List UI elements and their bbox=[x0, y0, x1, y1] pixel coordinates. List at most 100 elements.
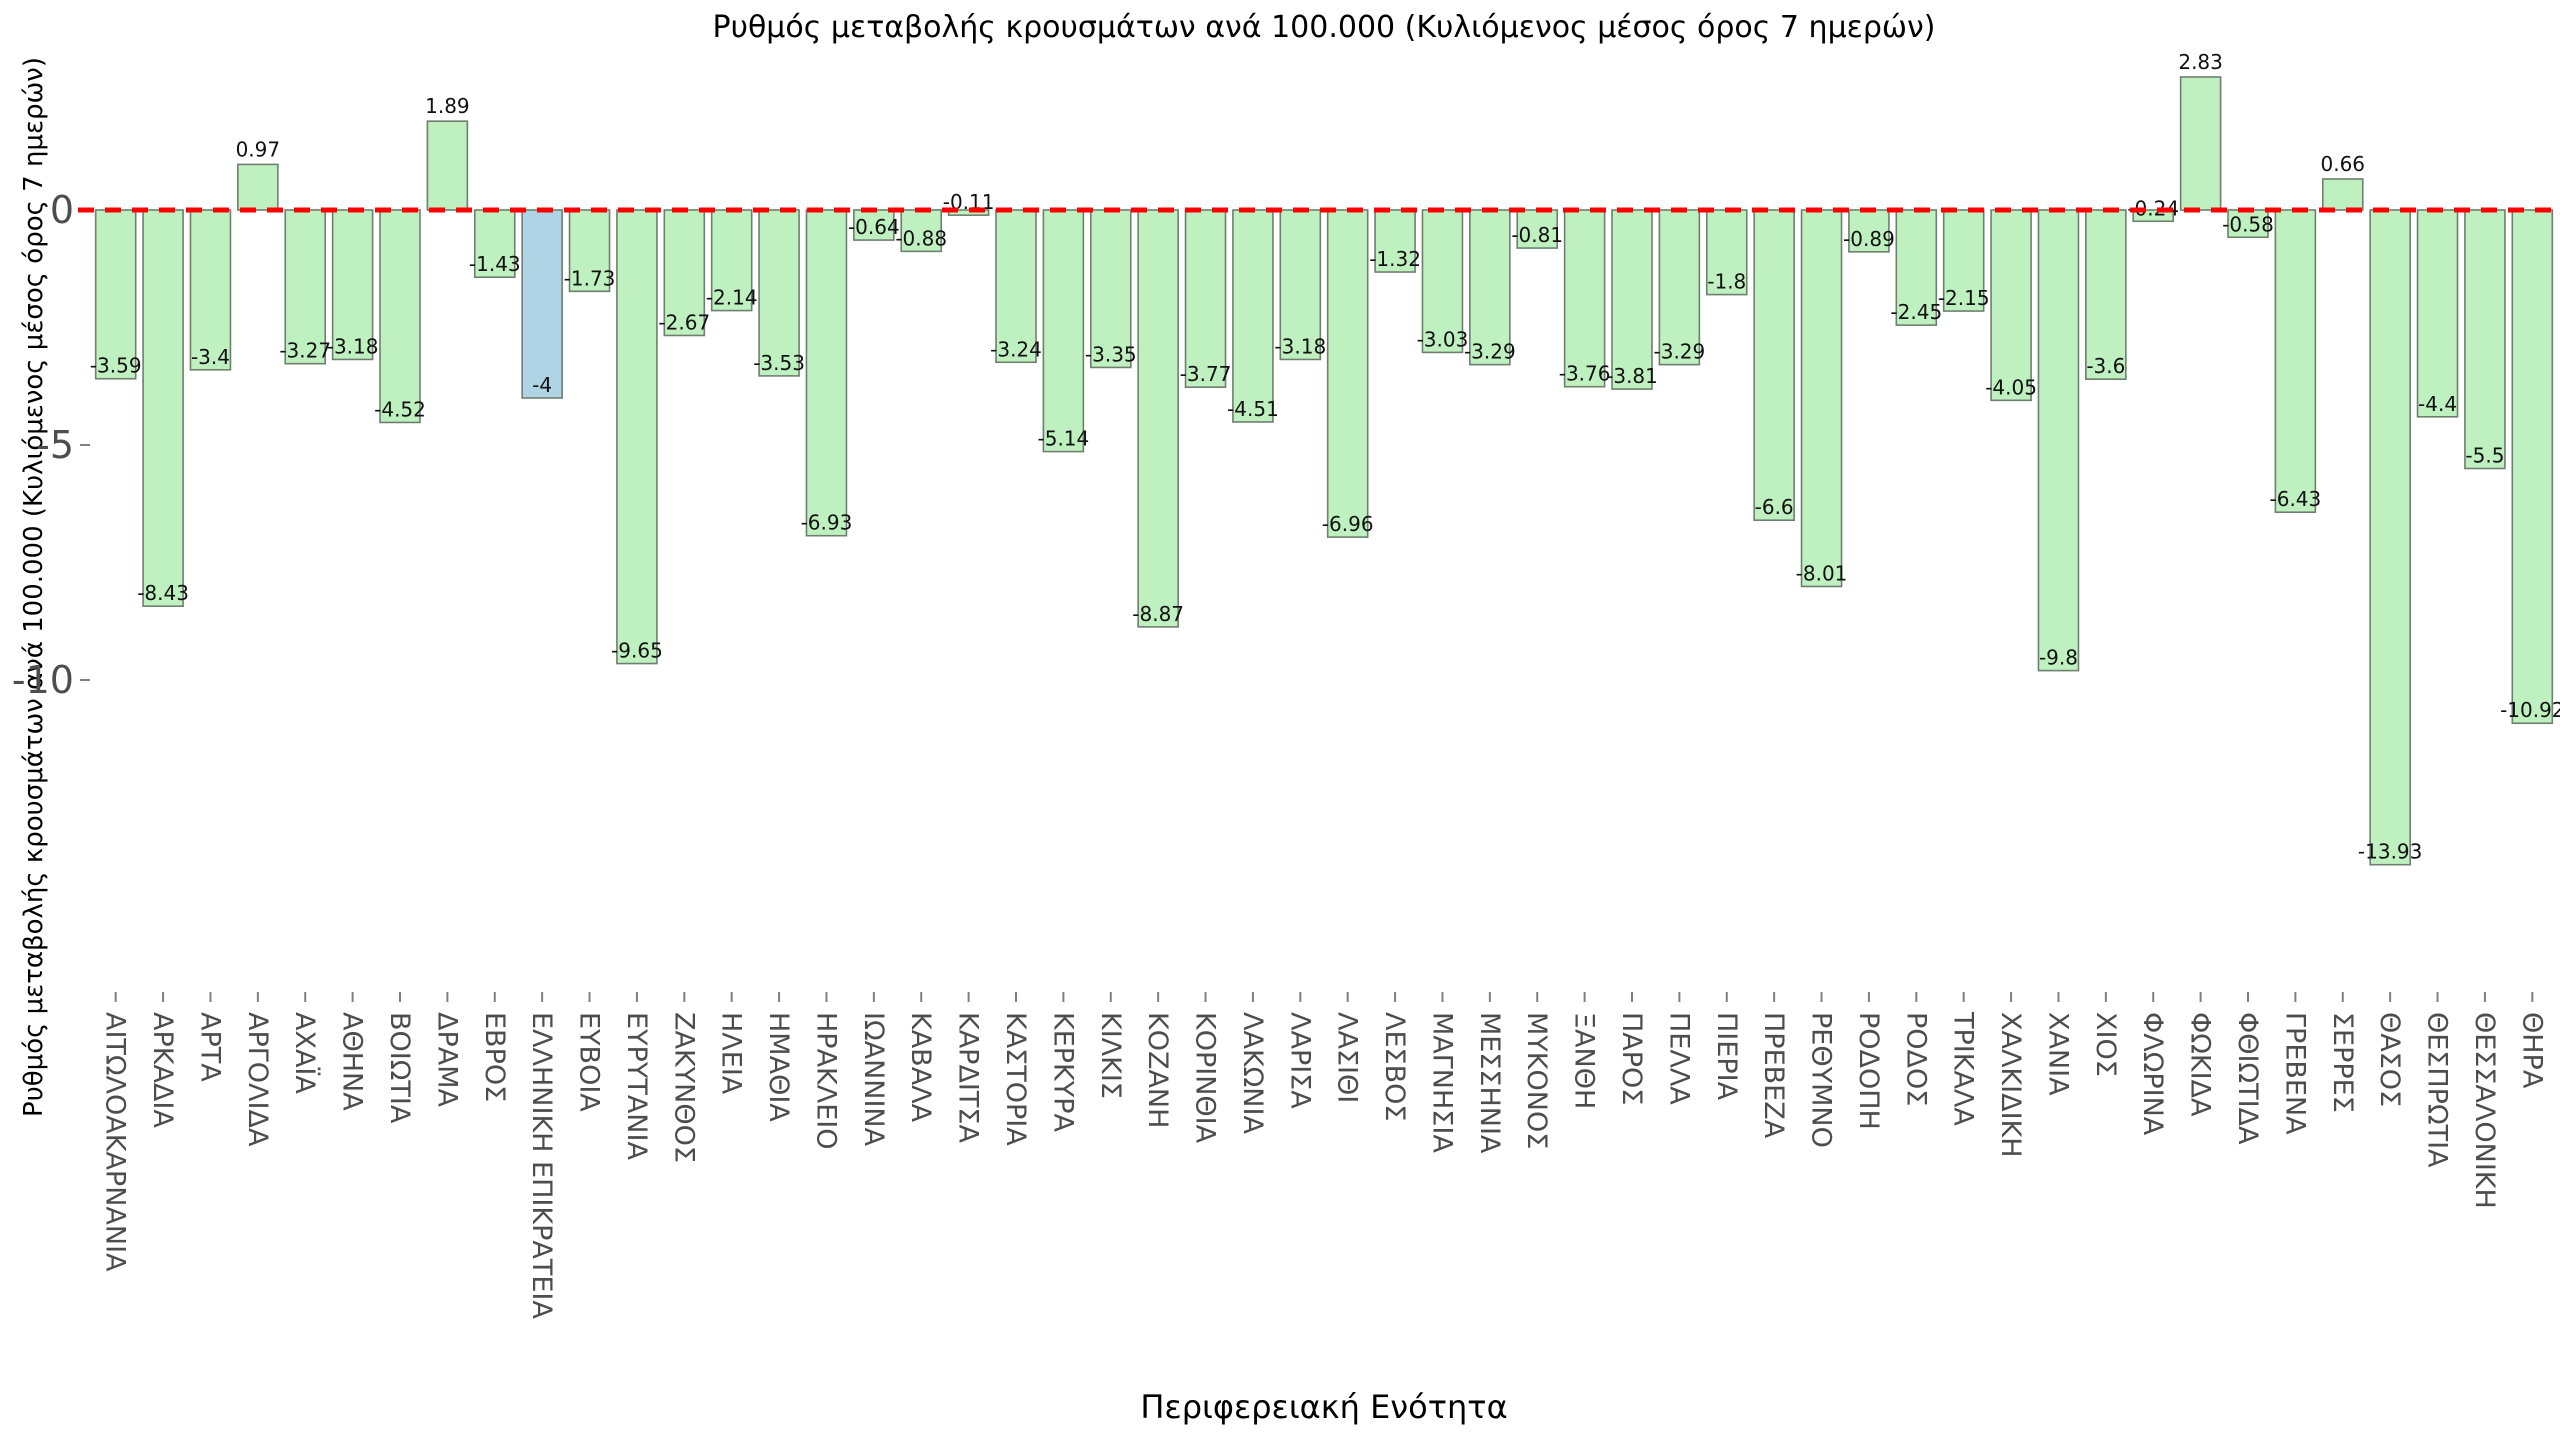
bar-value-label: -3.81 bbox=[1606, 364, 1658, 388]
bar bbox=[284, 209, 327, 365]
bar-value-label: 0.66 bbox=[2321, 152, 2366, 176]
bar bbox=[2132, 209, 2175, 223]
bar bbox=[1326, 209, 1369, 538]
bar-value-label: 0.97 bbox=[236, 137, 281, 161]
category-label: ΖΑΚΥΝΘΟΣ bbox=[668, 1012, 699, 1163]
bar-value-label: -8.01 bbox=[1796, 561, 1848, 585]
category-label: ΦΩΚΙΔΑ bbox=[2185, 1012, 2216, 1117]
bar bbox=[1421, 209, 1464, 354]
y-tick-label: -5 bbox=[36, 423, 74, 467]
category-label: ΚΕΡΚΥΡΑ bbox=[1047, 1012, 1078, 1133]
bar-value-label: -2.45 bbox=[1890, 300, 1942, 324]
bar bbox=[142, 209, 184, 608]
bar-value-label: -6.6 bbox=[1755, 495, 1794, 519]
bar bbox=[710, 209, 753, 312]
category-label: ΔΡΑΜΑ bbox=[431, 1012, 462, 1108]
bar bbox=[2321, 178, 2364, 211]
bar-value-label: 1.89 bbox=[425, 94, 470, 118]
bar-value-label: -3.03 bbox=[1417, 327, 1469, 351]
bar bbox=[758, 209, 800, 377]
bar-value-label: -8.87 bbox=[1132, 602, 1184, 626]
y-tick-label: 0 bbox=[50, 188, 74, 232]
category-label: ΑΙΤΩΛΟΑΚΑΡΝΑΝΙΑ bbox=[100, 1012, 131, 1272]
category-label: ΛΑΡΙΣΑ bbox=[1284, 1012, 1315, 1109]
category-label: ΛΑΣΙΘΙ bbox=[1332, 1012, 1363, 1103]
category-label: ΜΥΚΟΝΟΣ bbox=[1521, 1012, 1552, 1149]
category-label: ΠΕΛΛΑ bbox=[1663, 1012, 1694, 1105]
bar-value-label: -4.51 bbox=[1227, 397, 1279, 421]
category-label: ΕΥΡΥΤΑΝΙΑ bbox=[621, 1012, 652, 1160]
bar bbox=[1184, 209, 1227, 388]
bar-value-label: -10.92 bbox=[2500, 698, 2560, 722]
category-label: ΧΑΝΙΑ bbox=[2042, 1012, 2073, 1096]
bar-value-label: -8.43 bbox=[137, 581, 189, 605]
bar-value-label: -9.8 bbox=[2039, 646, 2078, 670]
category-label: ΚΟΖΑΝΗ bbox=[1142, 1012, 1173, 1128]
category-label: ΒΟΙΩΤΙΑ bbox=[384, 1012, 415, 1124]
bar-value-label: -0.58 bbox=[2222, 212, 2274, 236]
bar-value-label: -3.27 bbox=[279, 339, 331, 363]
bar-value-label: -4.52 bbox=[374, 397, 426, 421]
category-label: ΦΛΩΡΙΝΑ bbox=[2137, 1012, 2168, 1136]
bar bbox=[1705, 209, 1748, 296]
bar-value-label: -2.67 bbox=[658, 310, 710, 334]
bar bbox=[1800, 209, 1843, 588]
category-label: ΘΕΣΠΡΩΤΙΑ bbox=[2422, 1012, 2453, 1168]
category-label: ΠΡΕΒΕΖΑ bbox=[1758, 1012, 1789, 1139]
category-label: ΠΑΡΟΣ bbox=[1616, 1012, 1647, 1105]
category-label: ΠΙΕΡΙΑ bbox=[1711, 1012, 1742, 1101]
bar bbox=[1563, 209, 1606, 388]
bar bbox=[379, 209, 421, 424]
bar-value-label: -0.81 bbox=[1511, 223, 1563, 247]
bar bbox=[2511, 209, 2554, 725]
category-label: ΚΑΒΑΛΑ bbox=[905, 1012, 936, 1123]
category-label: ΗΡΑΚΛΕΙΟ bbox=[810, 1012, 841, 1150]
bar bbox=[1137, 209, 1179, 628]
bar bbox=[995, 209, 1037, 364]
bar bbox=[2085, 209, 2127, 380]
bar bbox=[426, 120, 469, 211]
bar-value-label: -2.14 bbox=[706, 286, 758, 310]
bar-value-label: -3.29 bbox=[1654, 340, 1706, 364]
category-label: ΑΘΗΝΑ bbox=[337, 1012, 368, 1111]
bar-value-label: -3.53 bbox=[753, 351, 805, 375]
category-label: ΚΟΡΙΝΘΙΑ bbox=[1190, 1012, 1221, 1144]
bar-value-label: -3.29 bbox=[1464, 340, 1516, 364]
bar-value-label: -5.14 bbox=[1038, 427, 1090, 451]
category-label: ΗΛΕΙΑ bbox=[716, 1012, 747, 1095]
bar-value-label: -1.73 bbox=[564, 266, 616, 290]
bar bbox=[568, 209, 611, 293]
bar bbox=[94, 209, 137, 380]
category-label: ΓΡΕΒΕΝΑ bbox=[2279, 1012, 2310, 1135]
bar bbox=[2416, 209, 2459, 418]
bar-value-label: -1.43 bbox=[469, 252, 521, 276]
bar-value-label: -4 bbox=[532, 373, 552, 397]
category-label: ΕΥΒΟΙΑ bbox=[574, 1012, 605, 1112]
bar-value-label: -3.18 bbox=[327, 334, 379, 358]
category-label: ΑΡΓΟΛΙΔΑ bbox=[242, 1012, 273, 1147]
category-label: ΤΡΙΚΑΛΑ bbox=[1948, 1011, 1979, 1126]
bar bbox=[1753, 209, 1795, 522]
bar-value-label: -3.24 bbox=[990, 337, 1042, 361]
category-label: ΞΑΝΘΗ bbox=[1569, 1012, 1600, 1109]
bar-value-label: -2.15 bbox=[1938, 286, 1990, 310]
category-label: ΡΟΔΟΣ bbox=[1900, 1012, 1931, 1106]
bar bbox=[189, 209, 232, 371]
bar bbox=[237, 163, 279, 211]
category-label: ΛΑΚΩΝΙΑ bbox=[1237, 1012, 1268, 1134]
category-label: ΕΒΡΟΣ bbox=[479, 1012, 510, 1102]
bar bbox=[1658, 209, 1701, 366]
bar-value-label: -1.8 bbox=[1707, 270, 1746, 294]
bar bbox=[1942, 209, 1985, 312]
category-label: ΦΘΙΩΤΙΔΑ bbox=[2232, 1012, 2263, 1145]
category-label: ΘΗΡΑ bbox=[2516, 1012, 2547, 1089]
category-label: ΑΡΤΑ bbox=[194, 1012, 225, 1082]
bar-value-label: -6.96 bbox=[1322, 512, 1374, 536]
category-label: ΗΜΑΘΙΑ bbox=[763, 1012, 794, 1122]
bar-value-label: 2.83 bbox=[2178, 50, 2223, 74]
bar-value-label: -3.76 bbox=[1559, 362, 1611, 386]
bar-value-label: -4.4 bbox=[2418, 392, 2457, 416]
bar bbox=[1089, 209, 1132, 369]
category-label: ΧΑΛΚΙΔΙΚΗ bbox=[1995, 1012, 2026, 1158]
